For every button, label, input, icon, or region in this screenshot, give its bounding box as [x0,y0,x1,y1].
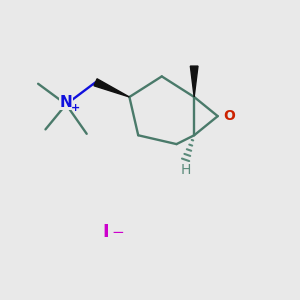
Text: −: − [111,225,124,240]
Text: N: N [60,94,73,110]
Text: H: H [180,163,190,177]
Text: O: O [223,109,235,123]
Text: I: I [103,224,109,242]
Polygon shape [190,66,198,97]
Text: +: + [71,103,80,113]
Polygon shape [94,79,129,97]
